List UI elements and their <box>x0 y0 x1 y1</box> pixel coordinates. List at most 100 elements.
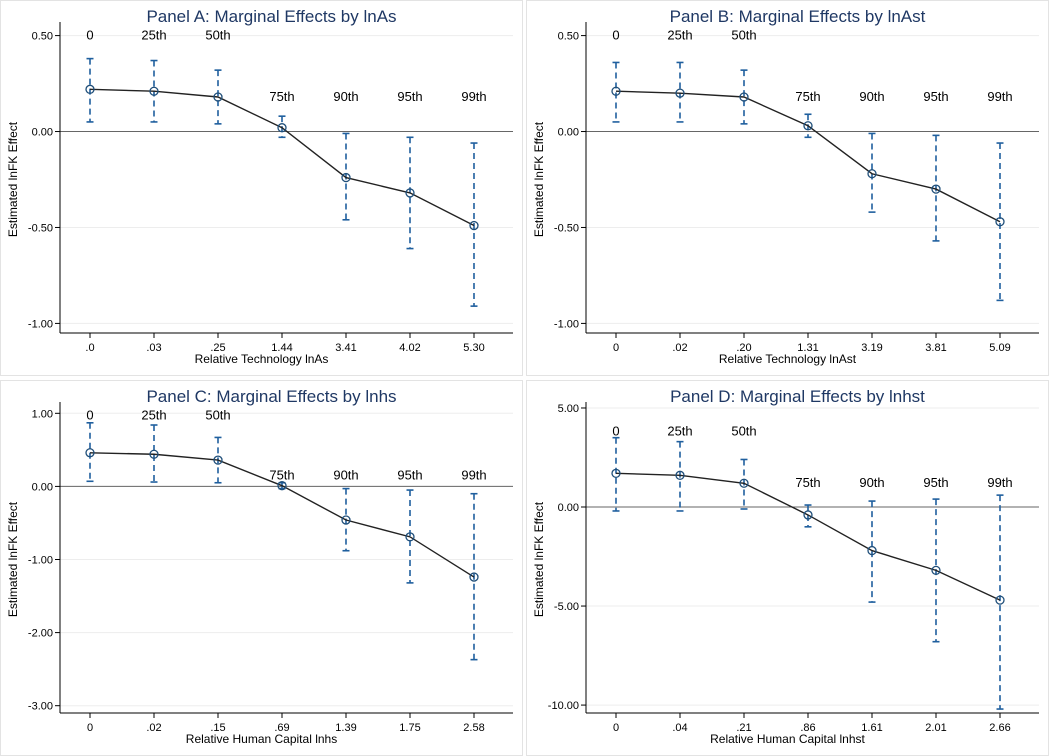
percentile-label: 90th <box>333 467 358 482</box>
percentile-label: 75th <box>269 89 294 104</box>
x-tick-label: .86 <box>800 722 815 734</box>
data-point <box>611 468 621 478</box>
data-point <box>803 510 813 520</box>
y-tick-label: 0.00 <box>558 502 579 514</box>
x-axis-title: Relative Technology lnAst <box>719 352 857 366</box>
panel-frame <box>0 0 523 376</box>
y-tick-label: -1.00 <box>28 555 53 567</box>
x-tick-label: .21 <box>736 722 751 734</box>
x-tick-label: 0 <box>87 722 93 734</box>
percentile-label: 0 <box>612 424 619 439</box>
y-tick-label: -2.00 <box>28 628 53 640</box>
data-point <box>341 515 351 525</box>
percentile-label: 25th <box>141 28 166 43</box>
data-point <box>739 478 749 488</box>
percentile-label: 95th <box>397 467 422 482</box>
y-tick-label: -3.00 <box>28 701 53 713</box>
panel-frame <box>0 380 523 756</box>
y-axis-title: Estimated lnFK Effect <box>532 121 546 237</box>
y-axis-title: Estimated lnFK Effect <box>532 501 546 617</box>
x-tick-label: .15 <box>210 722 225 734</box>
data-point <box>739 92 749 102</box>
y-tick-label: -1.00 <box>554 318 579 330</box>
x-tick-label: .02 <box>672 342 687 354</box>
effect-line <box>89 88 475 227</box>
data-point <box>213 92 223 102</box>
x-tick-label: 3.41 <box>335 342 356 354</box>
percentile-label: 0 <box>612 28 619 43</box>
data-point <box>675 470 685 480</box>
x-tick-label: .0 <box>85 342 94 354</box>
x-tick-label: 1.75 <box>399 722 420 734</box>
data-point <box>405 532 415 542</box>
data-point <box>469 220 479 231</box>
panel-c: Panel C: Marginal Effects by lnhs -3.00 -2… <box>0 380 523 756</box>
x-tick-label: 3.81 <box>925 342 946 354</box>
percentile-label: 25th <box>667 28 692 43</box>
percentile-label: 99th <box>461 89 486 104</box>
y-tick-label: 5.00 <box>558 403 579 415</box>
percentile-label: 75th <box>795 89 820 104</box>
y-tick-label: 1.00 <box>32 408 53 420</box>
y-tick-label: 0.00 <box>32 127 53 139</box>
percentile-label: 95th <box>923 89 948 104</box>
percentile-label: 50th <box>731 424 756 439</box>
x-tick-label: 0 <box>613 342 619 354</box>
percentile-label: 0 <box>86 28 93 43</box>
y-tick-label: 0.50 <box>558 31 579 43</box>
data-point <box>213 455 223 465</box>
x-tick-label: 3.19 <box>861 342 882 354</box>
percentile-label: 75th <box>795 475 820 490</box>
x-tick-label: .69 <box>274 722 289 734</box>
percentile-label: 50th <box>205 408 230 423</box>
x-tick-label: 2.66 <box>989 722 1010 734</box>
percentile-label: 25th <box>667 424 692 439</box>
data-point <box>149 449 159 459</box>
percentile-label: 0 <box>86 408 93 423</box>
data-point <box>995 595 1005 605</box>
percentile-label: 50th <box>205 28 230 43</box>
percentile-label: 90th <box>859 475 884 490</box>
y-axis-title: Estimated lnFK Effect <box>6 501 20 617</box>
percentile-label: 95th <box>397 89 422 104</box>
x-tick-label: 4.02 <box>399 342 420 354</box>
x-axis-title: Relative Technology lnAs <box>195 352 329 366</box>
percentile-label: 99th <box>987 475 1012 490</box>
data-point <box>995 217 1005 227</box>
x-axis-title: Relative Human Capital lnhst <box>710 732 865 746</box>
data-point <box>803 121 813 131</box>
percentile-label: 75th <box>269 467 294 482</box>
x-tick-label: .25 <box>210 342 225 354</box>
panel-frame <box>526 380 1049 756</box>
data-point <box>867 545 877 556</box>
chart-title: Panel D: Marginal Effects by lnhst <box>670 387 925 406</box>
data-point <box>85 84 95 94</box>
x-tick-label: 1.61 <box>861 722 882 734</box>
data-point <box>931 565 941 576</box>
y-tick-label: 0.50 <box>32 31 53 43</box>
x-tick-label: .02 <box>146 722 161 734</box>
x-tick-label: 2.01 <box>925 722 946 734</box>
x-tick-label: 1.44 <box>271 342 292 354</box>
effect-line <box>615 90 1001 223</box>
x-tick-label: .04 <box>672 722 687 734</box>
percentile-label: 99th <box>461 467 486 482</box>
x-tick-label: 0 <box>613 722 619 734</box>
data-point <box>867 169 877 179</box>
data-point <box>277 481 287 491</box>
x-axis-title: Relative Human Capital lnhs <box>186 732 337 746</box>
y-tick-label: -1.00 <box>28 318 53 330</box>
y-tick-label: -10.00 <box>548 700 579 712</box>
y-tick-label: 0.00 <box>32 481 53 493</box>
effect-line <box>89 452 475 578</box>
x-tick-label: 2.58 <box>463 722 484 734</box>
x-tick-label: 1.39 <box>335 722 356 734</box>
x-tick-label: 1.31 <box>797 342 818 354</box>
data-point <box>931 184 941 194</box>
chart-title: Panel B: Marginal Effects by lnAst <box>670 7 926 26</box>
data-point <box>341 172 351 183</box>
percentile-label: 25th <box>141 408 166 423</box>
y-axis-title: Estimated lnFK Effect <box>6 121 20 237</box>
x-tick-label: 5.30 <box>463 342 484 354</box>
